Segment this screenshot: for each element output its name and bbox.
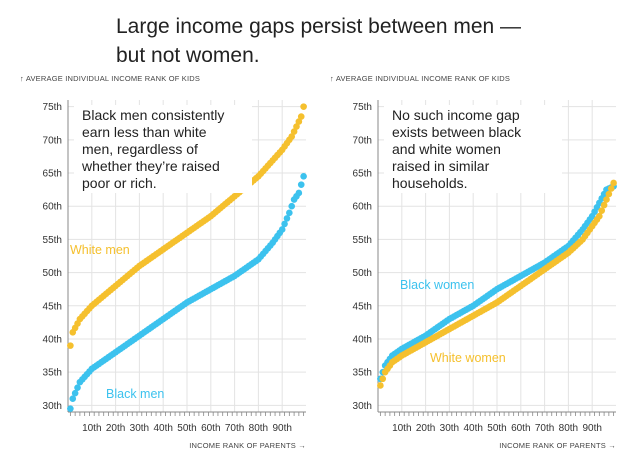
y-axis-title: ↑ AVERAGE INDIVIDUAL INCOME RANK OF KIDS (330, 74, 510, 83)
data-point (297, 113, 305, 120)
data-point (293, 123, 300, 130)
data-point (377, 382, 384, 389)
x-tick-label: 40th (153, 423, 172, 434)
y-tick-label: 35th (43, 368, 62, 379)
data-point (278, 226, 286, 233)
data-point (286, 209, 293, 217)
series-label-black-women: Black women (400, 278, 474, 292)
annotation-line: men, regardless of (82, 141, 198, 157)
annotation-backdrop (384, 105, 562, 193)
x-tick-label: 80th (559, 423, 578, 434)
chart-women-svg: ↑ AVERAGE INDIVIDUAL INCOME RANK OF KIDS… (330, 74, 617, 450)
y-tick-label: 40th (353, 334, 372, 345)
x-tick-label: 20th (106, 423, 125, 434)
series-black-men (67, 173, 307, 412)
annotation-line: Black men consistently (82, 107, 224, 123)
data-point (69, 395, 77, 403)
y-tick-label: 75th (353, 102, 372, 113)
y-tick-label: 60th (43, 202, 62, 213)
annotation-line: exists between black (392, 124, 522, 140)
y-tick-label: 45th (353, 301, 372, 312)
y-axis-title: ↑ AVERAGE INDIVIDUAL INCOME RANK OF KIDS (20, 74, 200, 83)
y-tick-label: 50th (43, 268, 62, 279)
x-tick-label: 80th (249, 423, 268, 434)
annotation-line: whether they’re raised (81, 158, 220, 174)
x-tick-label: 60th (201, 423, 220, 434)
x-tick-label: 70th (535, 423, 554, 434)
data-point (281, 220, 288, 228)
series-black-women (377, 183, 617, 383)
data-point (607, 185, 615, 192)
data-point (596, 212, 603, 220)
series-label-white-men: White men (70, 243, 130, 257)
data-point (288, 133, 296, 140)
data-point (67, 342, 74, 349)
x-tick-label: 10th (392, 423, 411, 434)
x-tick-label: 70th (225, 423, 244, 434)
data-point (600, 201, 608, 209)
y-tick-label: 55th (43, 235, 62, 246)
y-tick-label: 75th (43, 102, 62, 113)
x-tick-label: 10th (82, 423, 101, 434)
series-label-white-women: White women (430, 351, 506, 365)
data-point (71, 389, 79, 397)
y-tick-label: 70th (353, 135, 372, 146)
annotation-line: households. (392, 175, 468, 191)
x-tick-label: 50th (177, 423, 196, 434)
data-point (295, 118, 303, 125)
annotation-line: and white women (392, 141, 501, 157)
data-point (300, 173, 307, 180)
chart-panel-women: ↑ AVERAGE INDIVIDUAL INCOME RANK OF KIDS… (330, 72, 630, 452)
x-tick-label: 30th (130, 423, 149, 434)
data-point (300, 103, 307, 110)
y-tick-label: 45th (43, 301, 62, 312)
x-tick-label: 40th (463, 423, 482, 434)
y-tick-label: 60th (353, 202, 372, 213)
y-tick-label: 40th (43, 334, 62, 345)
data-point (67, 405, 74, 412)
y-tick-label: 30th (353, 401, 372, 412)
x-tick-label: 90th (272, 423, 291, 434)
y-tick-label: 65th (43, 169, 62, 180)
data-point (295, 189, 303, 197)
series-white-women (377, 179, 617, 389)
x-tick-label: 50th (487, 423, 506, 434)
data-point (603, 196, 610, 203)
x-tick-label: 60th (511, 423, 530, 434)
data-point (297, 181, 305, 188)
y-tick-label: 65th (353, 169, 372, 180)
y-tick-label: 50th (353, 268, 372, 279)
x-axis-title: INCOME RANK OF PARENTS → (499, 441, 616, 450)
data-point (605, 190, 613, 198)
data-point (610, 179, 617, 187)
series-label-black-men: Black men (106, 387, 164, 401)
data-point (288, 202, 296, 210)
x-tick-label: 20th (416, 423, 435, 434)
annotation-line: poor or rich. (82, 175, 157, 191)
x-tick-label: 90th (582, 423, 601, 434)
chart-panel-men: ↑ AVERAGE INDIVIDUAL INCOME RANK OF KIDS… (20, 72, 320, 452)
annotation-backdrop (74, 105, 252, 193)
data-point (283, 215, 291, 222)
headline: Large income gaps persist between men — … (116, 15, 522, 67)
annotation-line: No such income gap (392, 107, 520, 123)
data-point (598, 207, 606, 214)
annotation-line: earn less than white (82, 124, 207, 140)
data-point (290, 128, 298, 135)
data-point (74, 384, 81, 391)
chart-men-svg: ↑ AVERAGE INDIVIDUAL INCOME RANK OF KIDS… (20, 74, 307, 450)
y-tick-label: 35th (353, 368, 372, 379)
x-tick-label: 30th (440, 423, 459, 434)
x-axis-title: INCOME RANK OF PARENTS → (189, 441, 306, 450)
y-tick-label: 30th (43, 401, 62, 412)
y-tick-label: 70th (43, 135, 62, 146)
y-tick-label: 55th (353, 235, 372, 246)
data-point (379, 375, 387, 383)
annotation-line: raised in similar (392, 158, 490, 174)
